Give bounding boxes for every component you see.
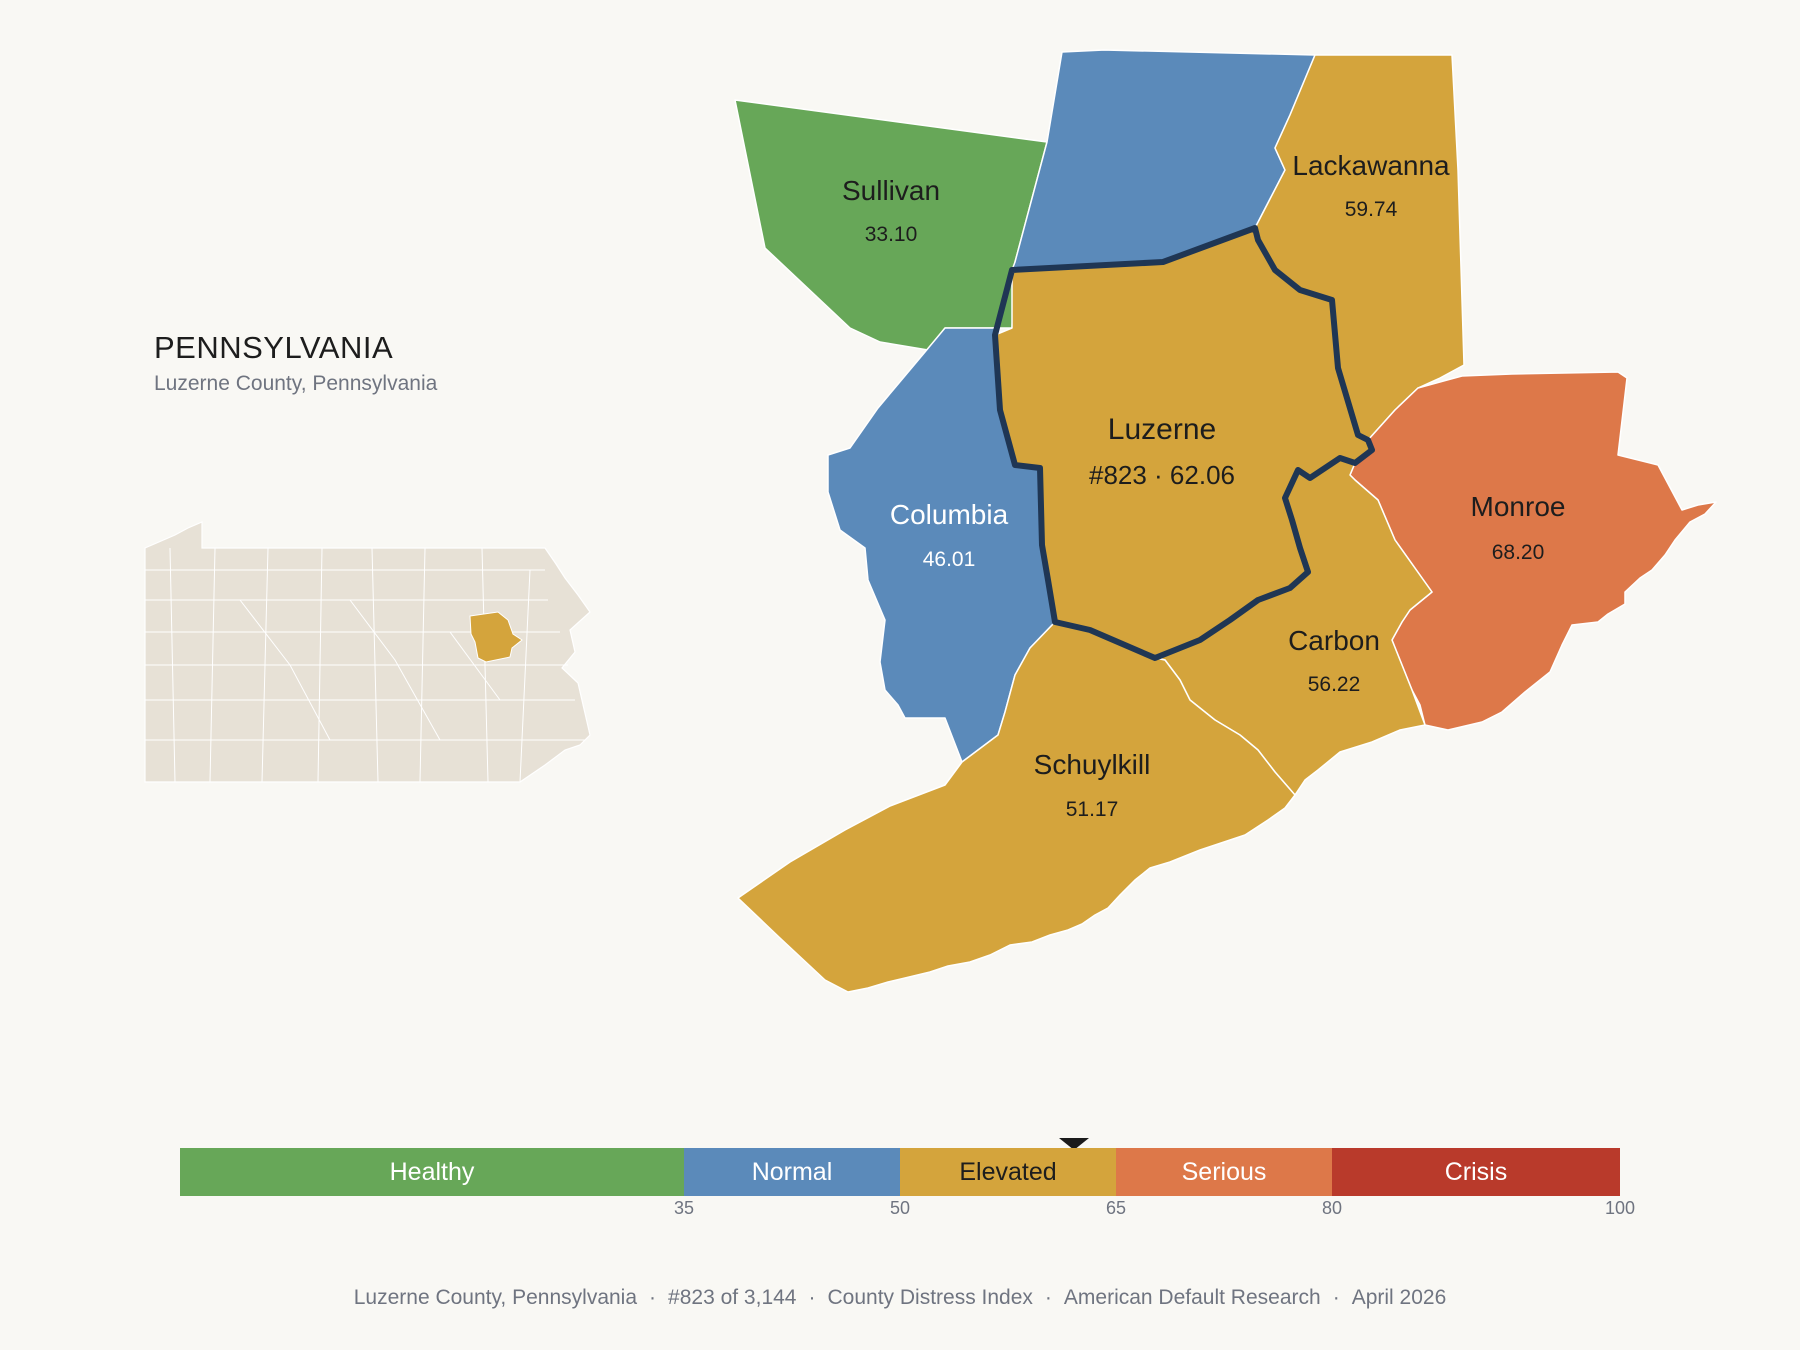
label-columbia: Columbia 46.01 — [890, 499, 1009, 571]
county-value-label: 59.74 — [1345, 198, 1398, 221]
inset-county-lines — [145, 547, 585, 783]
footer-date: April 2026 — [1351, 1286, 1447, 1309]
county-value-label: 56.22 — [1308, 673, 1361, 696]
scale-tick: 50 — [889, 1198, 911, 1218]
distress-scale-bar: Healthy Normal Elevated Serious Crisis — [180, 1148, 1620, 1196]
footer-caption: Luzerne County, Pennsylvania · #823 of 3,1… — [0, 1286, 1800, 1310]
county-name-label: Luzerne — [1108, 413, 1216, 446]
scale-band-serious: Serious — [1116, 1148, 1332, 1196]
county-name-label: Columbia — [890, 499, 1009, 530]
county-value-label: 33.10 — [865, 223, 918, 246]
map-canvas: Sullivan 33.10 Lackawanna 59.74 Luzerne … — [144, 49, 1717, 993]
county-value-label: 46.01 — [923, 548, 976, 571]
label-schuylkill: Schuylkill 51.17 — [1034, 749, 1151, 821]
footer-rank: #823 of 3,144 — [668, 1286, 797, 1309]
county-name-label: Schuylkill — [1034, 749, 1151, 780]
label-sullivan: Sullivan 33.10 — [842, 175, 940, 246]
state-subtitle: Luzerne County, Pennsylvania — [154, 372, 438, 395]
county-value-label: 51.17 — [1066, 798, 1119, 821]
scale-tick: 65 — [1105, 1198, 1127, 1218]
scale-tick: 80 — [1321, 1198, 1343, 1218]
luzerne-highlight-outline — [992, 225, 1375, 661]
county-value-label: #823 · 62.06 — [1089, 460, 1235, 490]
footer-separator: · — [1332, 1286, 1340, 1309]
footer-index-name: County Distress Index — [827, 1286, 1033, 1309]
scale-band-crisis: Crisis — [1332, 1148, 1620, 1196]
footer-source: American Default Research — [1063, 1286, 1321, 1309]
footer-separator: · — [649, 1286, 657, 1309]
county-schuylkill[interactable] — [737, 621, 1296, 993]
footer-separator: · — [808, 1286, 816, 1309]
label-carbon: Carbon 56.22 — [1288, 625, 1380, 696]
pennsylvania-outline — [144, 521, 591, 783]
label-luzerne: Luzerne #823 · 62.06 — [1089, 413, 1235, 490]
luzerne-inset-highlight — [469, 611, 523, 663]
scale-band-healthy: Healthy — [180, 1148, 684, 1196]
label-monroe: Monroe 68.20 — [1471, 491, 1566, 564]
county-value-label: 68.20 — [1492, 541, 1545, 564]
county-name-label: Lackawanna — [1292, 150, 1450, 181]
label-lackawanna: Lackawanna 59.74 — [1292, 150, 1450, 221]
county-name-label: Monroe — [1471, 491, 1566, 522]
state-inset-map — [144, 521, 591, 783]
current-value-marker — [1058, 1138, 1089, 1150]
state-title: PENNSYLVANIA — [154, 330, 394, 365]
scale-band-normal: Normal — [684, 1148, 900, 1196]
county-name-label: Carbon — [1288, 625, 1380, 656]
footer-county: Luzerne County, Pennsylvania — [353, 1286, 638, 1309]
footer-separator: · — [1044, 1286, 1052, 1309]
county-name-label: Sullivan — [842, 175, 940, 206]
scale-tick: 35 — [673, 1198, 695, 1218]
scale-tick: 100 — [1604, 1198, 1636, 1218]
scale-band-elevated: Elevated — [900, 1148, 1116, 1196]
